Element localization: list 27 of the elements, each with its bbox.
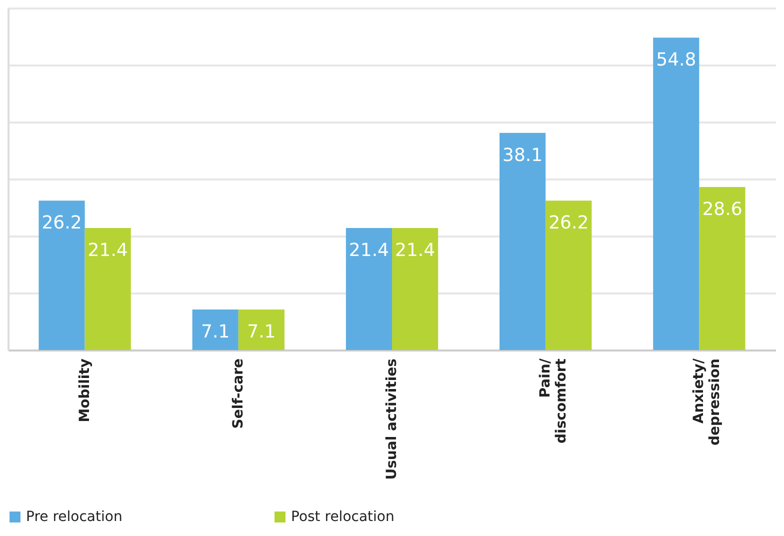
x-tick-label: Pain/discomfort bbox=[538, 358, 570, 444]
x-tick-label: Usual activities bbox=[384, 358, 400, 480]
bar bbox=[84, 228, 131, 350]
data-label: 7.1 bbox=[201, 322, 230, 343]
data-label: 26.2 bbox=[548, 212, 589, 234]
data-label: 26.2 bbox=[42, 212, 82, 234]
bar bbox=[192, 310, 238, 350]
data-label: 28.6 bbox=[702, 198, 742, 220]
bar bbox=[38, 200, 85, 350]
data-label: 21.4 bbox=[348, 240, 389, 262]
bar bbox=[546, 200, 592, 350]
bar bbox=[653, 38, 700, 350]
bar bbox=[346, 228, 392, 350]
bar bbox=[699, 186, 746, 350]
data-label: 54.8 bbox=[656, 50, 696, 71]
data-label: 38.1 bbox=[502, 144, 543, 166]
legend-label: Pre relocation bbox=[26, 509, 122, 525]
data-label: 21.4 bbox=[395, 240, 436, 262]
bar bbox=[500, 132, 546, 350]
data-label: 7.1 bbox=[247, 322, 276, 343]
bar bbox=[392, 228, 438, 350]
bar bbox=[238, 310, 284, 350]
x-tick-label: Mobility bbox=[76, 358, 93, 422]
legend-label: Post relocation bbox=[291, 509, 394, 525]
x-tick-label: Self-care bbox=[230, 358, 246, 429]
data-label: 21.4 bbox=[88, 240, 128, 262]
x-tick-label: Anxiety/depression bbox=[691, 358, 724, 446]
